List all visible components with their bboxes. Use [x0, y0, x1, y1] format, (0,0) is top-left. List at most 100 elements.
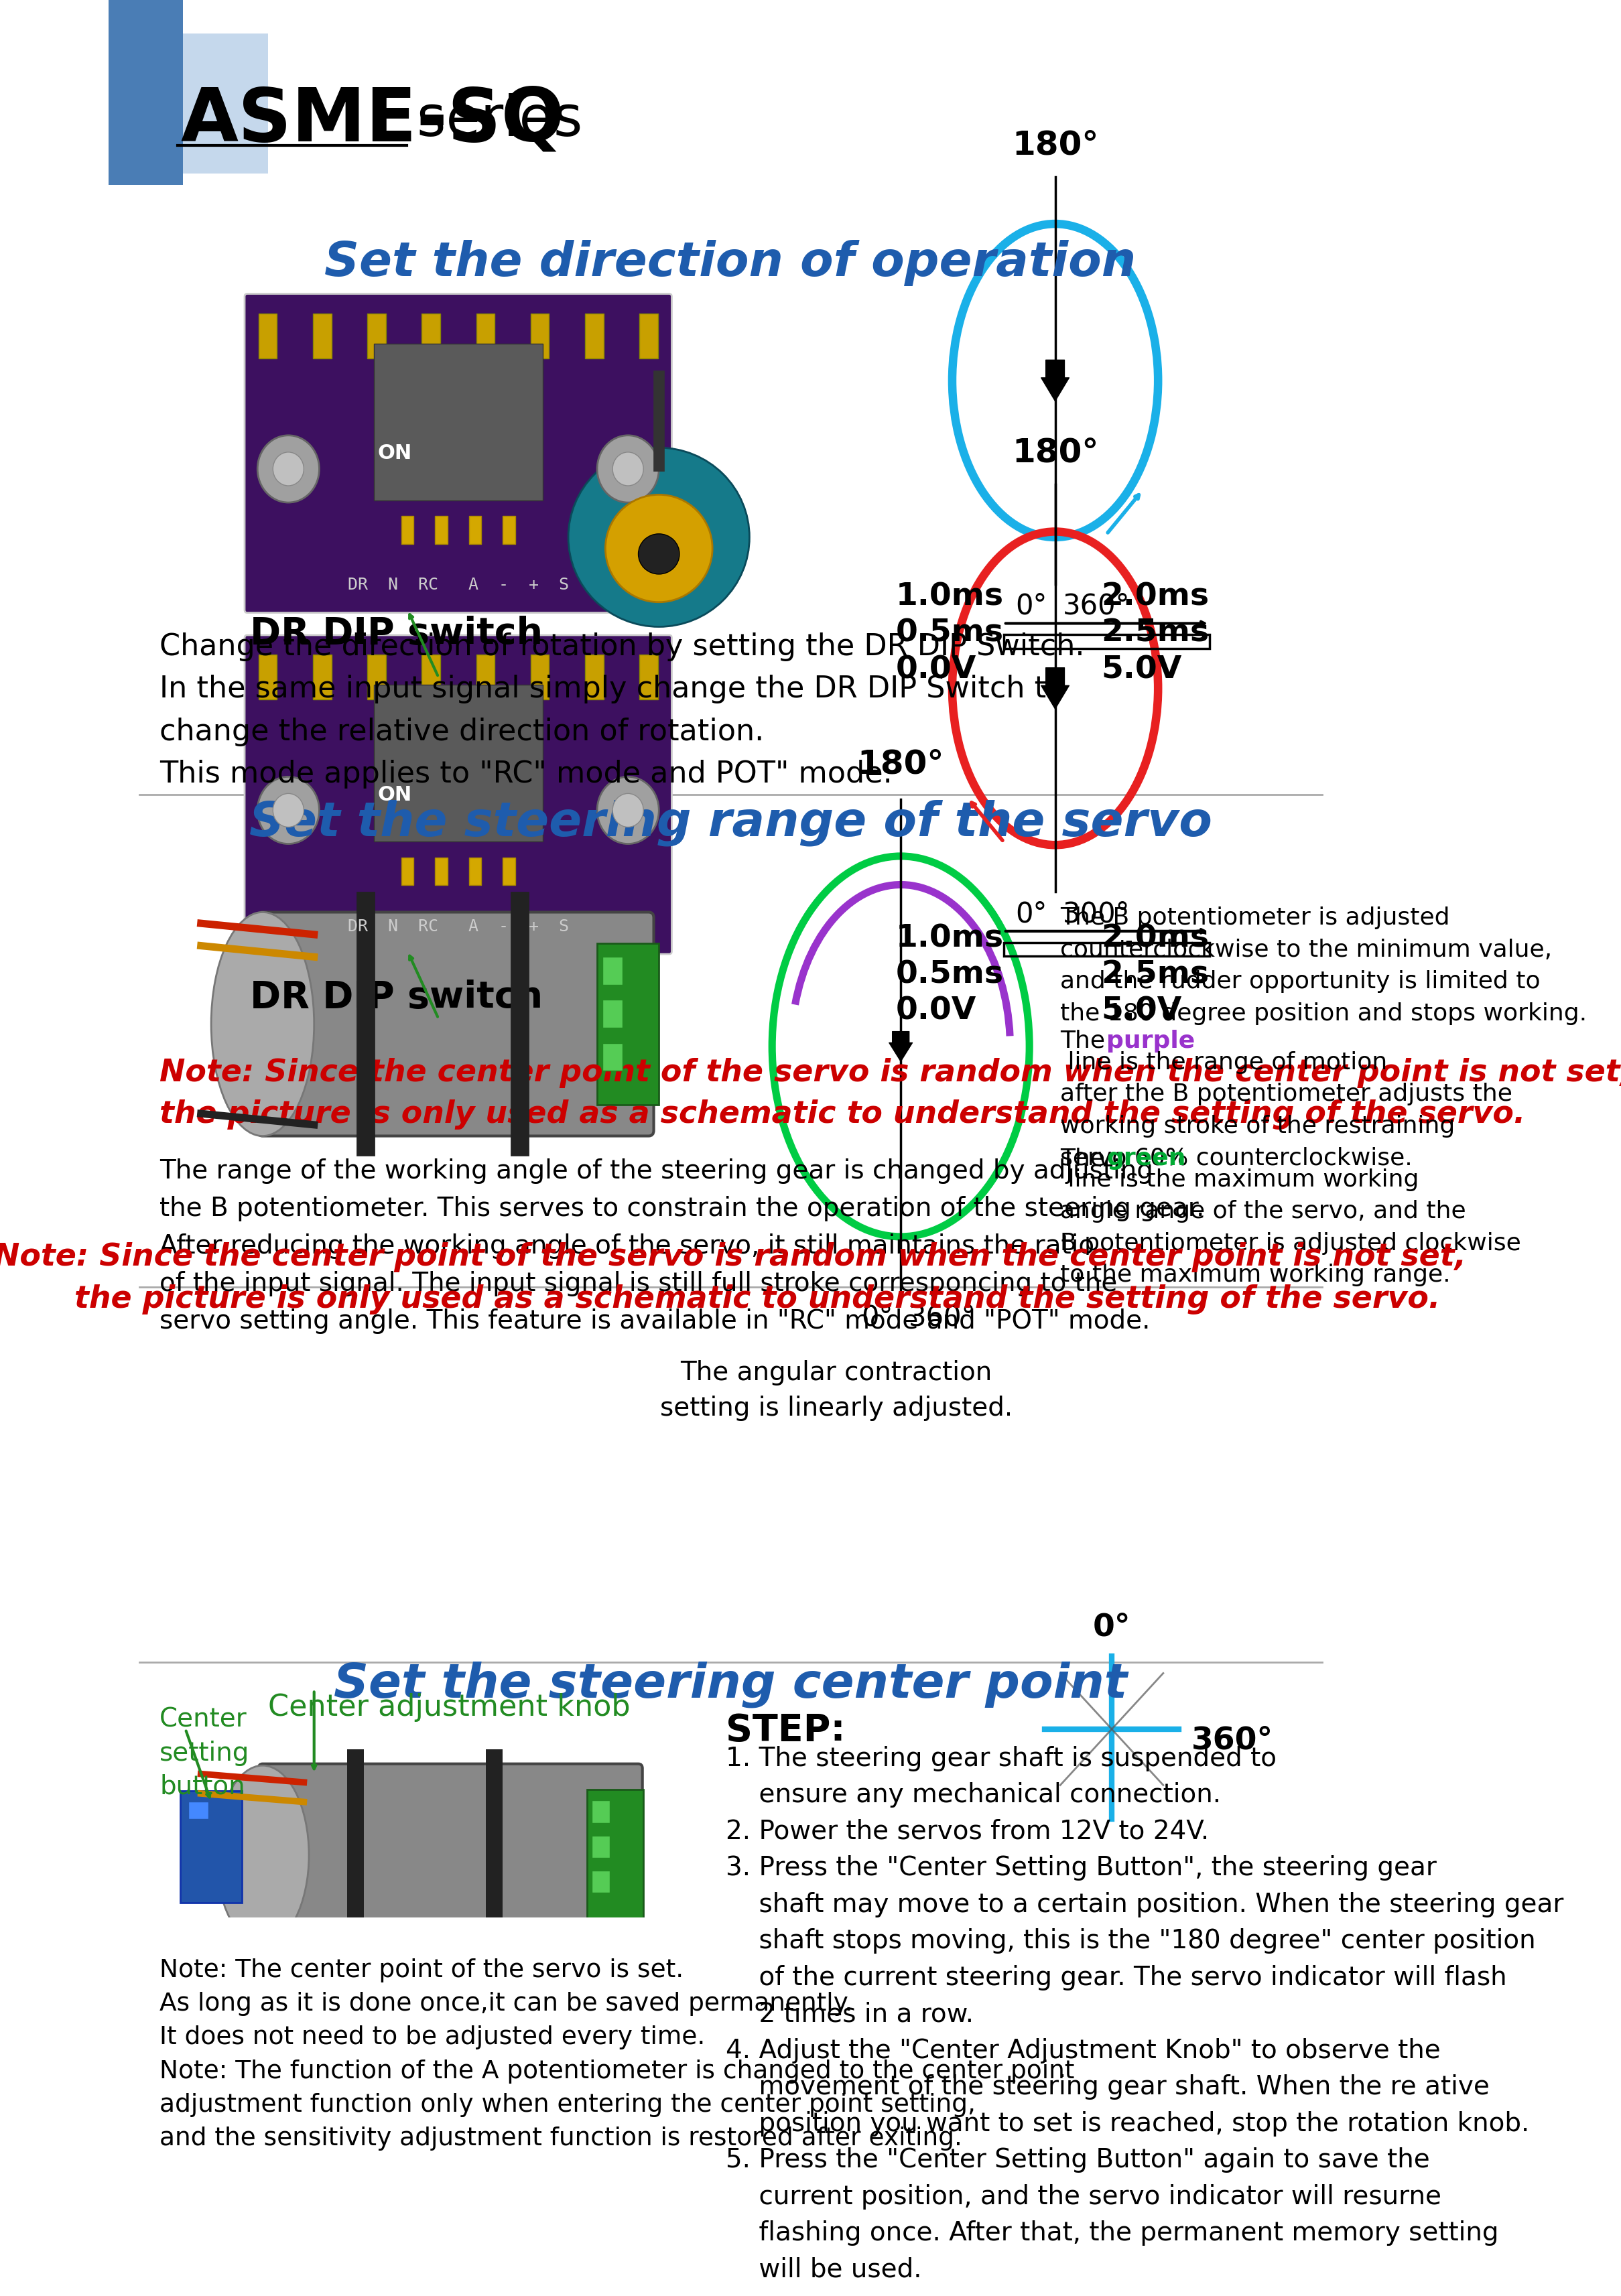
Bar	[530, 654, 550, 700]
Text: 1.0ms: 1.0ms	[896, 581, 1003, 613]
Bar	[597, 944, 658, 1104]
Text: 1. The steering gear shaft is suspended to
    ensure any mechanical connection.: 1. The steering gear shaft is suspended …	[726, 1745, 1564, 2282]
Text: The: The	[1060, 1029, 1114, 1052]
Text: The range of the working angle of the steering gear is changed by adjusting
the : The range of the working angle of the st…	[160, 1159, 1204, 1334]
Text: 0°: 0°	[861, 1304, 893, 1332]
FancyArrowPatch shape	[890, 1031, 913, 1061]
Text: line is the range of motion
after the B potentiometer adjusts the
working stroke: line is the range of motion after the B …	[1060, 1052, 1512, 1169]
Text: 0.0V: 0.0V	[896, 996, 976, 1026]
Text: ON: ON	[378, 443, 412, 464]
Bar	[503, 856, 515, 886]
Circle shape	[272, 452, 303, 487]
Circle shape	[613, 794, 644, 827]
Bar	[183, 34, 267, 174]
FancyBboxPatch shape	[245, 636, 671, 955]
Bar	[592, 1800, 609, 1823]
Bar	[587, 1789, 644, 1919]
Text: 0°: 0°	[1016, 900, 1047, 928]
FancyArrowPatch shape	[1041, 360, 1070, 402]
Bar	[1003, 634, 1209, 647]
Bar	[477, 654, 494, 700]
Bar	[188, 1802, 209, 1818]
Bar	[603, 957, 622, 985]
Text: DR DIP switch: DR DIP switch	[250, 980, 543, 1015]
Ellipse shape	[639, 535, 679, 574]
FancyBboxPatch shape	[245, 294, 671, 613]
Text: 300°: 300°	[1063, 900, 1130, 928]
Bar	[585, 654, 603, 700]
Text: 2.0ms: 2.0ms	[1101, 581, 1209, 613]
Circle shape	[258, 436, 319, 503]
Bar	[592, 1871, 609, 1892]
Ellipse shape	[216, 1766, 310, 1945]
Text: Center adjustment knob: Center adjustment knob	[267, 1692, 631, 1722]
Text: 2.5ms: 2.5ms	[1101, 618, 1209, 647]
Text: Change the direction of rotation by setting the DR DIP Switch.
In the same input: Change the direction of rotation by sett…	[160, 631, 1084, 788]
Bar	[313, 654, 331, 700]
FancyBboxPatch shape	[258, 1763, 642, 1947]
Bar	[503, 517, 515, 544]
Text: DR  N  RC   A  -  +  S: DR N RC A - + S	[347, 918, 569, 934]
Text: 180°: 180°	[1012, 436, 1099, 468]
Text: 2.5ms: 2.5ms	[1101, 960, 1209, 990]
Text: 180°: 180°	[858, 748, 943, 781]
Bar	[639, 312, 658, 358]
Text: 360°: 360°	[1063, 592, 1130, 620]
Text: DR  N  RC   A  -  +  S: DR N RC A - + S	[347, 576, 569, 592]
Bar	[258, 312, 277, 358]
Text: Note: The function of the A potentiometer is changed to the center point
adjustm: Note: The function of the A potentiomete…	[160, 2060, 1075, 2151]
Text: 0°: 0°	[1016, 592, 1047, 620]
Text: green: green	[1107, 1148, 1187, 1171]
FancyBboxPatch shape	[258, 912, 653, 1137]
Bar	[1003, 941, 1209, 957]
FancyArrowPatch shape	[1041, 668, 1070, 709]
Bar	[402, 517, 413, 544]
Ellipse shape	[211, 912, 314, 1137]
Bar	[180, 1791, 242, 1903]
Text: 0.0V: 0.0V	[896, 654, 976, 684]
Text: 0.5ms: 0.5ms	[896, 618, 1003, 647]
Circle shape	[258, 776, 319, 845]
Bar	[313, 312, 331, 358]
Text: Note: Since the center point of the servo is random when the center point is not: Note: Since the center point of the serv…	[0, 1242, 1467, 1313]
Bar	[258, 654, 277, 700]
Bar	[530, 312, 550, 358]
Bar	[603, 999, 622, 1029]
Bar	[592, 1835, 609, 1857]
Bar	[477, 312, 494, 358]
Bar	[368, 654, 386, 700]
Ellipse shape	[569, 448, 749, 627]
Text: 0.5ms: 0.5ms	[896, 960, 1003, 990]
Text: The angular contraction
setting is linearly adjusted.: The angular contraction setting is linea…	[660, 1359, 1013, 1421]
Text: 180°: 180°	[1012, 129, 1099, 161]
Bar	[468, 856, 481, 886]
Bar	[434, 517, 447, 544]
Text: 360°: 360°	[1191, 1724, 1274, 1756]
Circle shape	[597, 436, 658, 503]
Text: STEP:: STEP:	[726, 1713, 846, 1750]
Bar	[374, 344, 543, 501]
Text: 1.0ms: 1.0ms	[896, 923, 1003, 953]
Text: 360°: 360°	[908, 1304, 976, 1332]
Text: Set the steering center point: Set the steering center point	[334, 1660, 1127, 1708]
Bar	[639, 654, 658, 700]
Bar	[368, 312, 386, 358]
Text: Center
setting
button: Center setting button	[160, 1706, 250, 1800]
Bar	[421, 312, 441, 358]
Text: ON: ON	[378, 785, 412, 804]
Bar	[421, 654, 441, 700]
Text: ASME-SQ: ASME-SQ	[180, 85, 564, 156]
Text: DR DIP switch: DR DIP switch	[250, 615, 543, 652]
Text: 5.0V: 5.0V	[1101, 654, 1182, 684]
Text: purple: purple	[1107, 1029, 1195, 1052]
Bar	[402, 856, 413, 886]
Bar	[374, 684, 543, 843]
Bar	[468, 517, 481, 544]
Text: Note: The center point of the servo is set.
As long as it is done once,it can be: Note: The center point of the servo is s…	[160, 1958, 853, 2050]
Ellipse shape	[605, 494, 712, 602]
Text: The B potentiometer is adjusted
counterclockwise to the minimum value,
and the r: The B potentiometer is adjusted counterc…	[1060, 907, 1587, 1024]
Circle shape	[272, 794, 303, 827]
Text: series: series	[381, 94, 582, 147]
Bar	[109, 0, 183, 184]
Circle shape	[597, 776, 658, 845]
